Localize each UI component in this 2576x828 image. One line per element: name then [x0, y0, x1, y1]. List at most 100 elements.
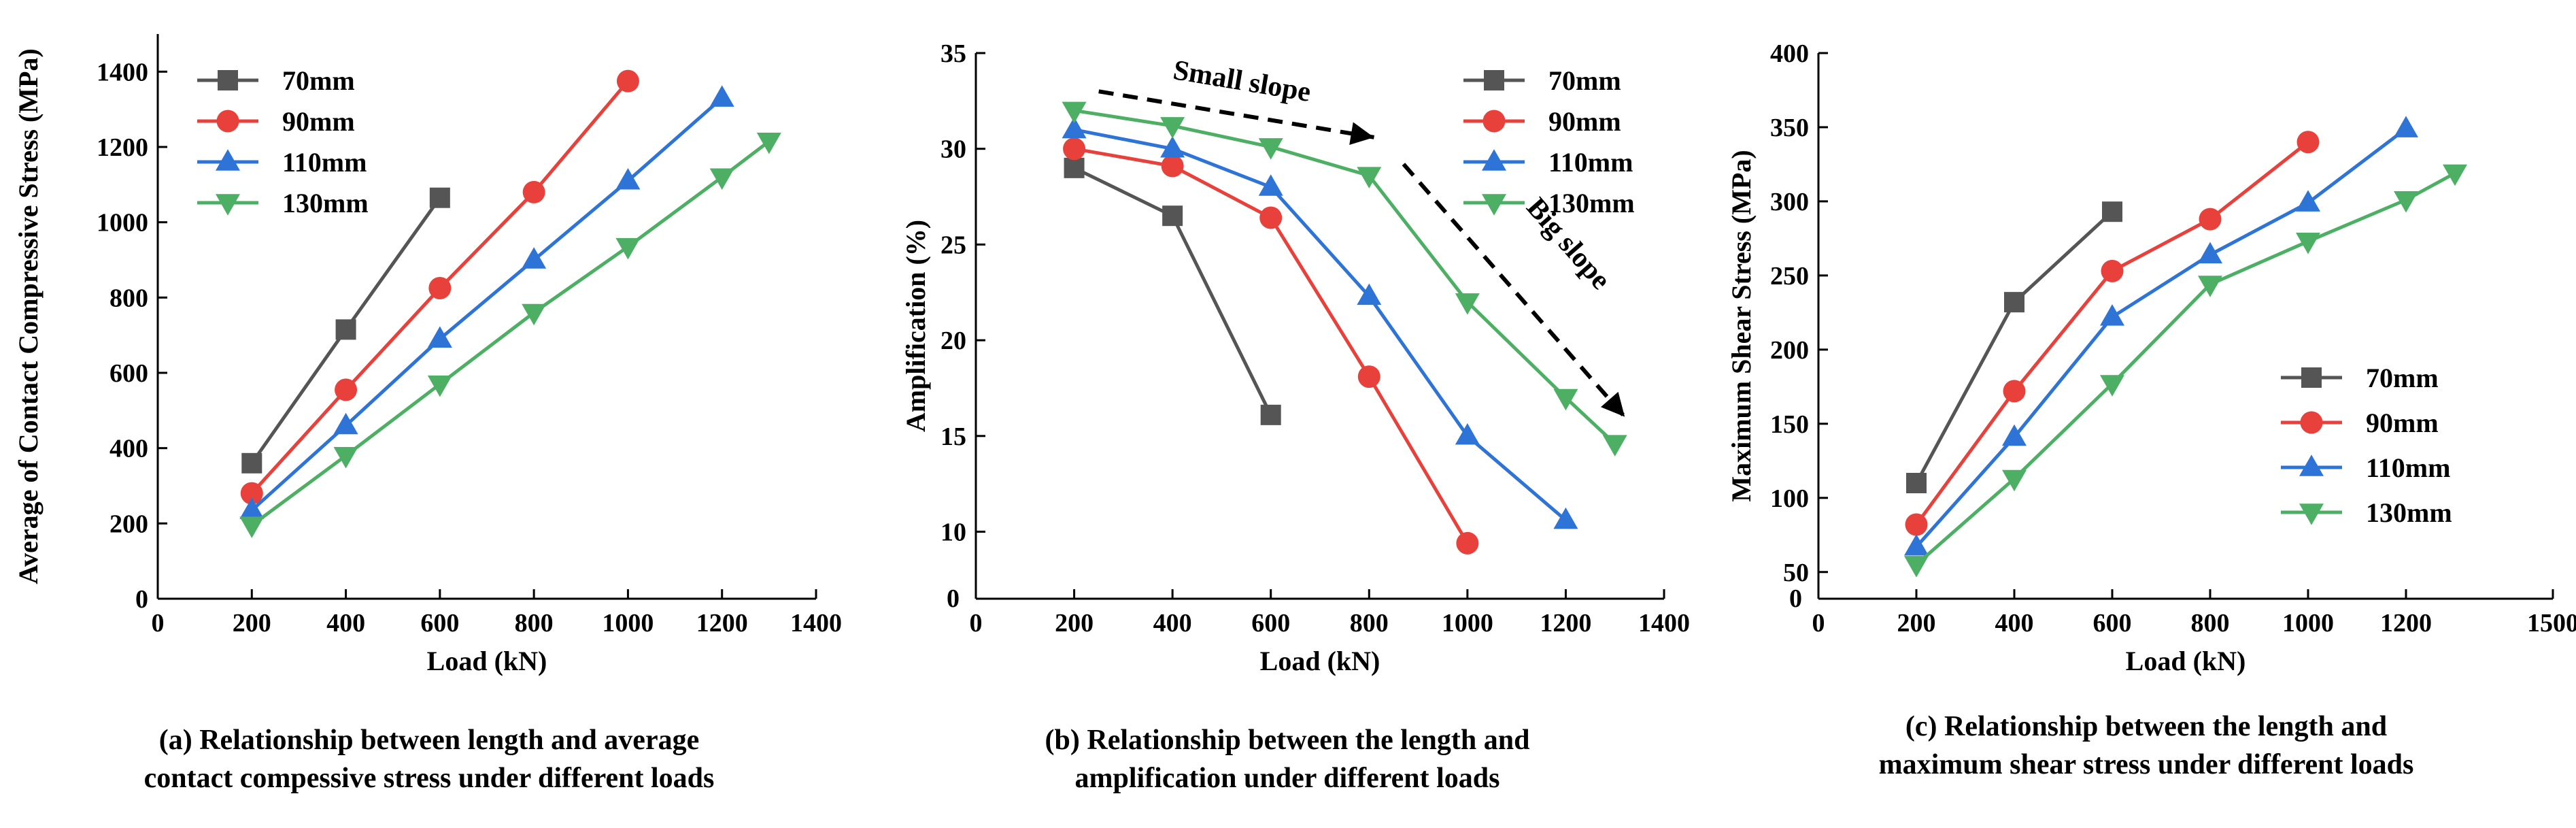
data-point-b-130mm [1160, 117, 1185, 139]
series-c-130mm [1904, 164, 2467, 578]
y-origin-label-b: 0 [947, 584, 960, 613]
x-tick-label-c: 1000 [2282, 609, 2334, 637]
data-point-b-110mm [1455, 423, 1480, 445]
x-tick-label-b: 1200 [1540, 609, 1591, 637]
legend-marker-a [216, 110, 239, 133]
legend-marker-a [216, 149, 240, 171]
x-tick-label-c: 400 [1995, 609, 2034, 637]
chart-a: 0 200 400 600 800 1000 1200 1400 0 200 400 600 800 10… [13, 34, 842, 676]
data-point-b-130mm [1258, 138, 1283, 160]
annotation-b-0: Small slope [1098, 54, 1375, 145]
legend-label-a-70mm: 70mm [282, 65, 355, 96]
y-tick-label-c: 150 [1770, 410, 1809, 439]
legend-a: 70mm 90mm 110mm 130mm [197, 65, 369, 218]
x-axis-label-c: Load (kN) [2126, 646, 2246, 676]
data-point-b-70mm [1162, 205, 1183, 227]
data-point-c-90mm [2003, 380, 2026, 403]
legend-c: 70mm 90mm 110mm 130mm [2281, 363, 2452, 528]
data-point-a-110mm [522, 247, 547, 269]
data-point-b-110mm [1258, 174, 1283, 196]
data-point-c-130mm [2198, 276, 2222, 297]
data-point-c-130mm [1904, 556, 1929, 578]
data-point-c-90mm [2101, 259, 2124, 282]
data-point-c-130mm [2296, 233, 2320, 254]
data-point-a-130mm [333, 446, 358, 469]
data-point-b-130mm [1062, 101, 1087, 124]
caption-a-line-1: (a) Relationship between length and aver… [158, 725, 700, 756]
legend-marker-b [1482, 110, 1506, 133]
legend-label-c-90mm: 90mm [2366, 408, 2439, 438]
data-point-b-130mm [1357, 167, 1382, 188]
legend-label-c-130mm: 130mm [2366, 497, 2452, 528]
data-point-a-70mm [241, 452, 262, 474]
data-point-a-90mm [335, 378, 358, 401]
data-point-c-90mm [2199, 208, 2222, 231]
y-tick-label-b: 25 [940, 231, 966, 259]
data-point-b-110mm [1160, 135, 1185, 158]
x-tick-label-a: 0 [152, 609, 165, 637]
caption-b-line-2: amplification under different loads [1074, 763, 1500, 794]
series-a-70mm [241, 187, 450, 474]
caption-c: (c) Relationship between the length and … [1716, 708, 2576, 784]
data-point-a-110mm [709, 85, 734, 107]
legend-label-c-110mm: 110mm [2366, 452, 2450, 483]
legend-marker-c [2300, 411, 2323, 434]
legend-label-a-110mm: 110mm [282, 147, 367, 178]
data-point-b-70mm [1064, 157, 1085, 178]
y-tick-label-a: 1200 [97, 133, 148, 162]
y-tick-label-c: 400 [1770, 39, 1809, 68]
data-point-a-90mm [522, 180, 545, 203]
legend-label-c-70mm: 70mm [2366, 363, 2439, 393]
legend-marker-c [2301, 367, 2322, 388]
data-point-a-110mm [615, 168, 641, 190]
y-tick-label-a: 600 [109, 359, 148, 388]
y-tick-label-c: 350 [1770, 114, 1809, 142]
x-tick-label-a: 400 [326, 609, 365, 637]
y-tick-label-c: 200 [1770, 336, 1809, 365]
y-tick-label-b: 30 [940, 135, 966, 164]
data-point-c-70mm [1906, 473, 1927, 494]
axes-b: 0 200 400 600 800 1000 1200 1400 10 15 20 25 30 35 0 [940, 39, 1690, 637]
y-tick-label-a: 200 [109, 510, 148, 538]
legend-marker-a [216, 194, 240, 216]
caption-b: (b) Relationship between the length and … [858, 721, 1716, 797]
chart-c: 0 200 400 600 800 1000 1200 1500 50 100 150 200 250 3… [1726, 39, 2576, 676]
data-point-b-90mm [1259, 206, 1283, 229]
x-tick-label-b: 200 [1055, 609, 1094, 637]
data-point-a-90mm [616, 69, 639, 93]
data-point-a-130mm [522, 303, 547, 326]
data-point-b-90mm [1456, 531, 1479, 554]
data-point-a-130mm [756, 132, 781, 154]
y-tick-label-a: 1400 [97, 58, 148, 86]
x-tick-label-c: 800 [2191, 609, 2230, 637]
y-axis-label-c: Maximum Shear Stress (MPa) [1726, 150, 1757, 501]
data-point-c-110mm [2100, 304, 2124, 326]
data-point-a-90mm [428, 277, 452, 299]
data-point-b-70mm [1260, 404, 1281, 425]
series-line-c-90mm [1914, 140, 2309, 526]
x-tick-label-a: 1000 [602, 609, 654, 637]
annotation-arrow-head [1349, 122, 1374, 145]
data-point-a-70mm [335, 319, 356, 340]
data-point-c-90mm [1905, 513, 1928, 536]
x-tick-label-b: 400 [1153, 609, 1192, 637]
y-tick-label-b: 10 [940, 518, 966, 547]
data-point-b-90mm [1357, 365, 1380, 388]
y-tick-label-c: 250 [1770, 262, 1809, 291]
series-b-70mm [1064, 157, 1281, 425]
data-point-c-90mm [2297, 131, 2320, 154]
series-c-90mm [1905, 131, 2320, 536]
legend-marker-b [1482, 149, 1506, 171]
annotation-arrow-line [1098, 89, 1375, 139]
data-point-a-130mm [709, 168, 734, 191]
legend-label-a-130mm: 130mm [282, 188, 369, 218]
y-tick-label-a: 1000 [97, 209, 148, 237]
legend-b: 70mm 90mm 110mm 130mm [1463, 65, 1635, 218]
legend-label-b-130mm: 130mm [1548, 188, 1635, 218]
annotation-arrow-head [1600, 391, 1625, 417]
y-tick-label-a: 400 [109, 435, 148, 463]
series-c-110mm [1904, 116, 2418, 556]
x-tick-label-a: 800 [515, 609, 554, 637]
chart-b: 0 200 400 600 800 1000 1200 1400 10 15 20 25 30 35 0 Lo… [900, 39, 1690, 676]
legend-marker-a [218, 70, 238, 90]
